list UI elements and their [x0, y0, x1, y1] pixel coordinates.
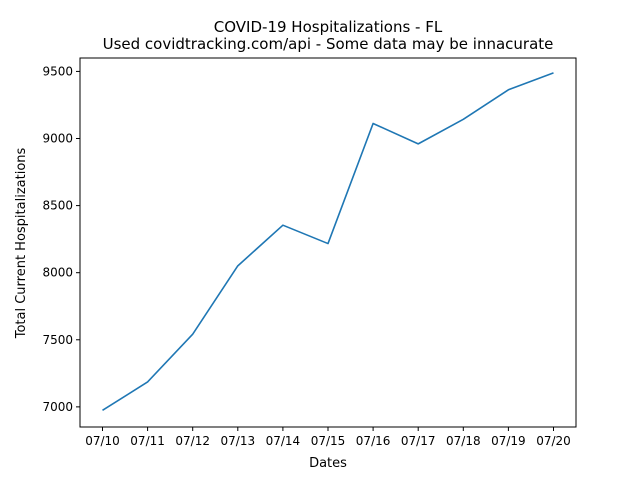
x-axis-ticks: 07/10 07/11 07/12 07/13 07/14 07/15 07/16 07/17… [85, 427, 571, 448]
x-tick-label: 07/10 [85, 434, 120, 448]
y-axis-ticks: 7000 7500 8000 8500 9000 9500 [42, 64, 80, 414]
y-tick-label: 8000 [42, 266, 73, 280]
x-tick-label: 07/12 [175, 434, 210, 448]
y-tick-label: 9500 [42, 64, 73, 78]
x-tick-label: 07/19 [491, 434, 526, 448]
x-tick-label: 07/13 [221, 434, 256, 448]
x-tick-label: 07/18 [446, 434, 481, 448]
x-tick-label: 07/14 [266, 434, 301, 448]
x-tick-label: 07/11 [130, 434, 165, 448]
y-tick-label: 7000 [42, 400, 73, 414]
x-tick-label: 07/17 [401, 434, 436, 448]
y-tick-label: 9000 [42, 132, 73, 146]
series-layer [102, 72, 554, 412]
series-line [102, 72, 554, 412]
x-axis-label: Dates [309, 456, 347, 471]
x-tick-label: 07/15 [311, 434, 346, 448]
chart-subtitle: Used covidtracking.com/api - Some data m… [103, 35, 554, 53]
x-tick-label: 07/20 [536, 434, 571, 448]
chart-title: COVID-19 Hospitalizations - FL [214, 18, 443, 36]
y-axis-label: Total Current Hospitalizations [14, 147, 29, 339]
y-tick-label: 7500 [42, 333, 73, 347]
x-tick-label: 07/16 [356, 434, 391, 448]
y-tick-label: 8500 [42, 199, 73, 213]
